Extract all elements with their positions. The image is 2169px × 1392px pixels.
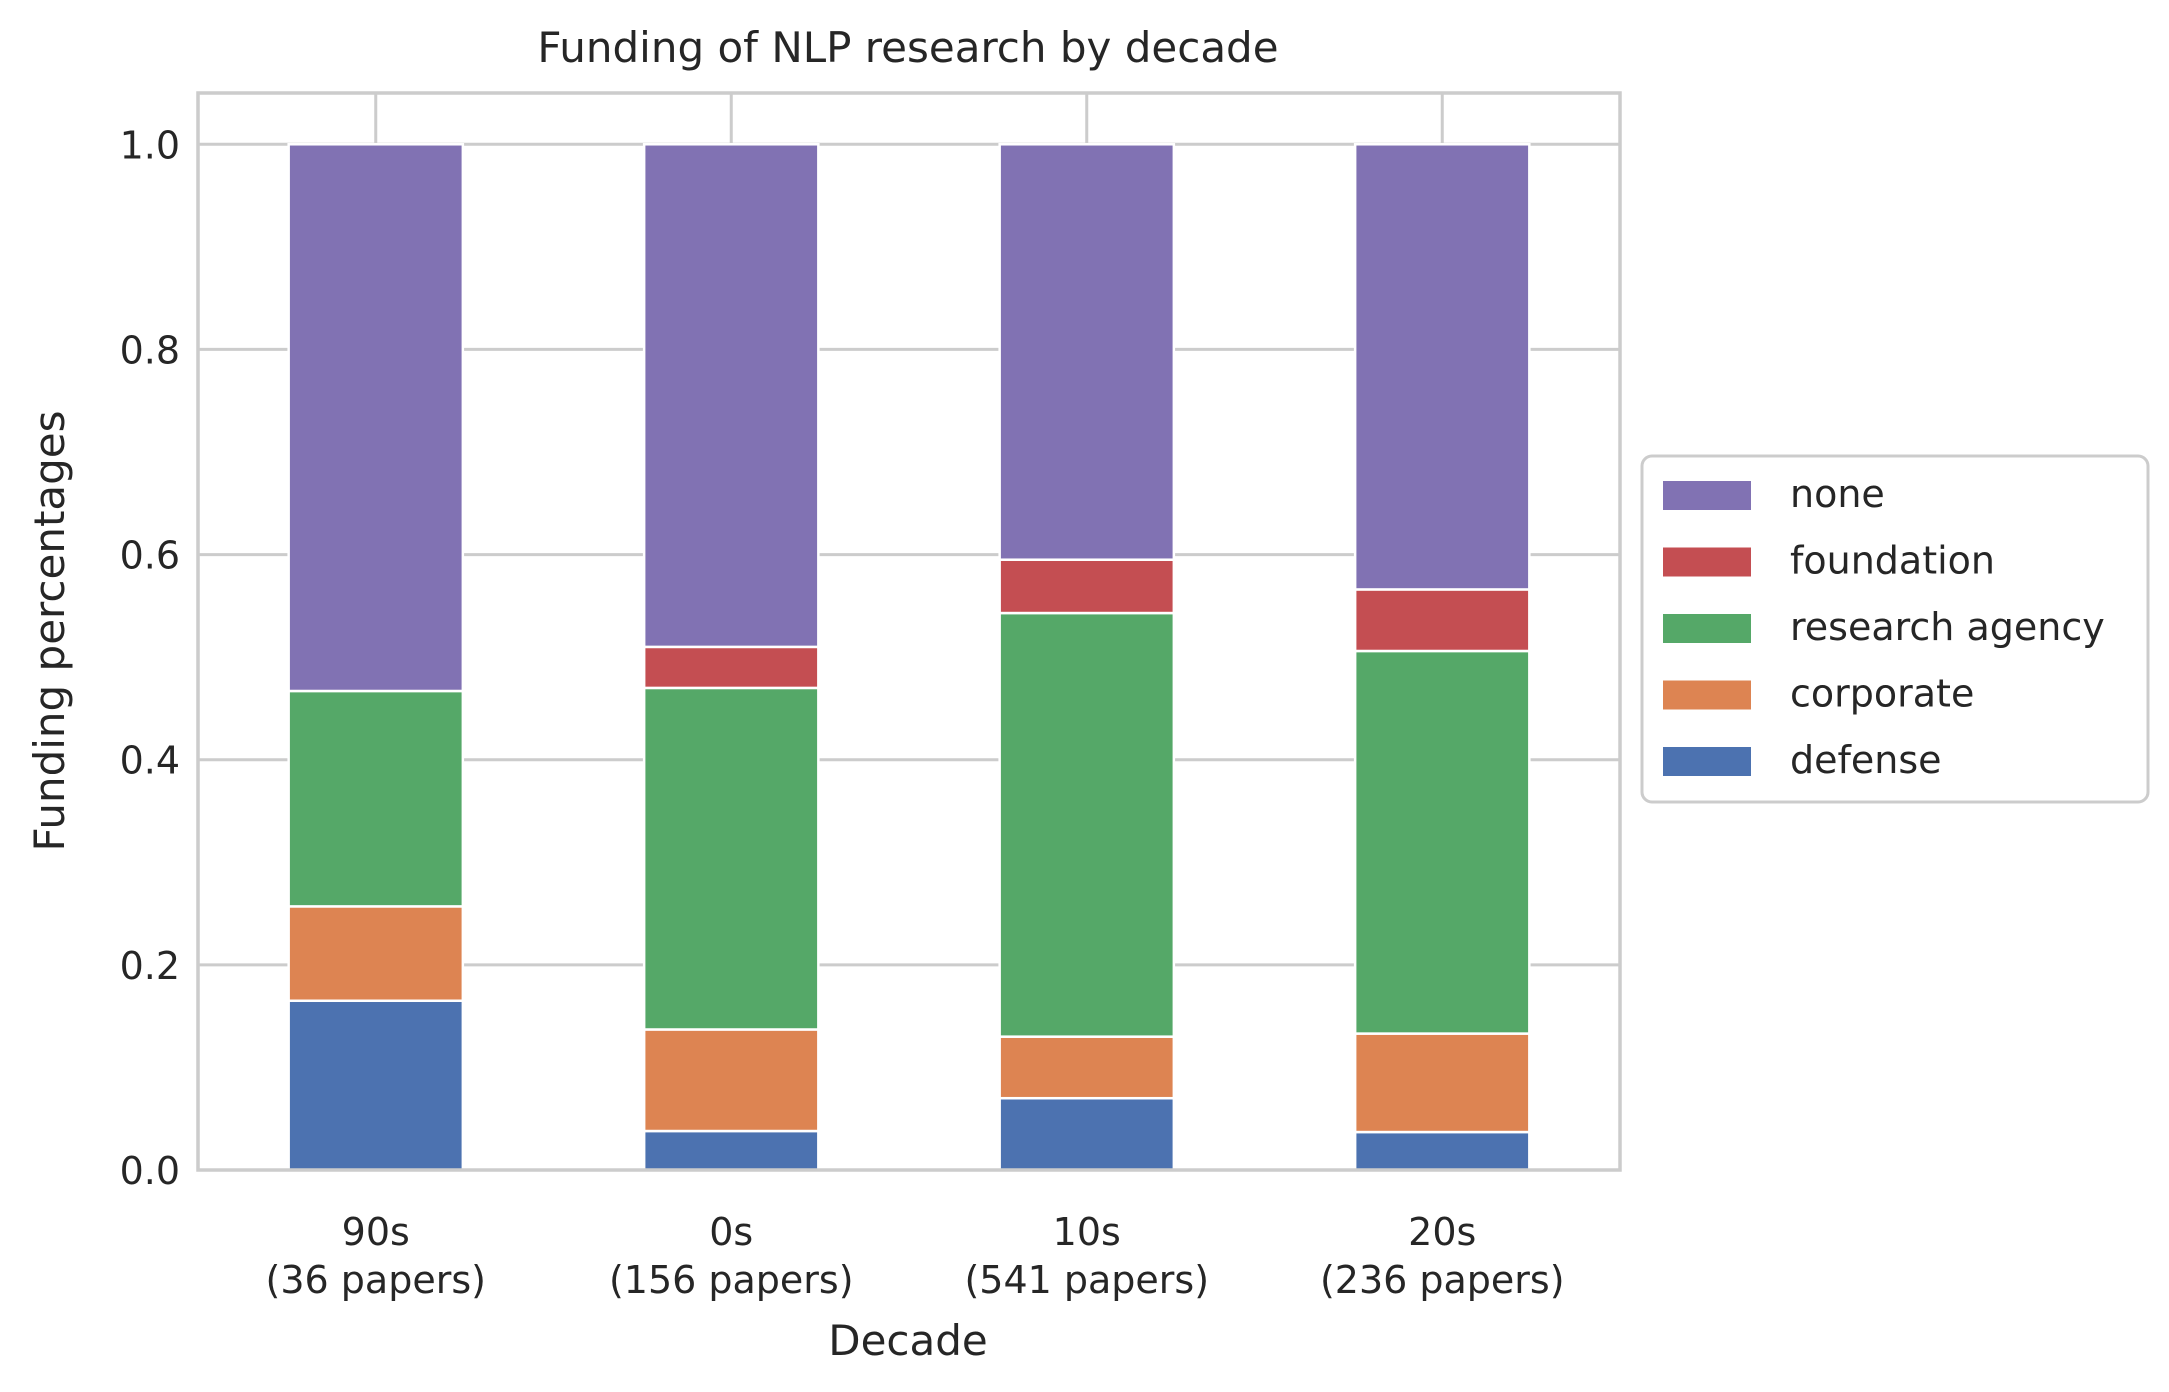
legend-label: research agency bbox=[1790, 605, 2105, 649]
x-tick-label: 0s bbox=[709, 1210, 753, 1254]
bar-segment-research-agency bbox=[1353, 649, 1531, 1035]
bar-segment-corporate bbox=[287, 905, 465, 1003]
legend-label: corporate bbox=[1790, 672, 1974, 716]
plot-border bbox=[196, 91, 1622, 1172]
bar-segment-defense bbox=[998, 1096, 1176, 1172]
bar-segment-research-agency bbox=[287, 689, 465, 908]
y-tick-label: 0.6 bbox=[120, 534, 180, 578]
bar-segment-research-agency bbox=[642, 686, 820, 1031]
y-axis-label: Funding percentages bbox=[25, 410, 74, 851]
y-tick-label: 0.2 bbox=[120, 944, 180, 988]
legend-swatch-foundation bbox=[1663, 547, 1751, 577]
y-tick-label: 0.8 bbox=[120, 328, 180, 372]
bar-segment-corporate bbox=[1353, 1032, 1531, 1134]
bar-segment-foundation bbox=[998, 558, 1176, 615]
legend-box bbox=[1640, 454, 2150, 804]
plot-frame bbox=[196, 91, 1622, 1172]
x-tick-label: 20s bbox=[1408, 1210, 1476, 1254]
bar-segment-defense bbox=[642, 1129, 820, 1172]
bar-segment-corporate bbox=[642, 1028, 820, 1133]
x-tick-label: 90s bbox=[342, 1210, 410, 1254]
bar-segment-none bbox=[1353, 143, 1531, 591]
bar-segment-none bbox=[642, 143, 820, 649]
bar-segment-none bbox=[998, 143, 1176, 561]
bar-segment-foundation bbox=[642, 645, 820, 690]
x-tick-labels: 90s(36 papers) 0s(156 papers) 10s(541 pape… bbox=[266, 1210, 1565, 1302]
legend-label: none bbox=[1790, 472, 1885, 516]
bar-segment-defense bbox=[1353, 1130, 1531, 1172]
bar-segment-none bbox=[287, 143, 465, 693]
chart-title: Funding of NLP research by decade bbox=[537, 23, 1278, 72]
y-tick-label: 1.0 bbox=[120, 123, 180, 167]
legend: none foundation research agency corporate de… bbox=[1640, 454, 2150, 804]
y-tick-labels: 0.0 0.2 0.4 0.6 0.8 1.0 bbox=[120, 123, 180, 1193]
y-tick-label: 0.0 bbox=[120, 1149, 180, 1193]
x-tick-label-count: (156 papers) bbox=[609, 1258, 854, 1302]
bar-segment-defense bbox=[287, 999, 465, 1172]
x-tick-label: 10s bbox=[1053, 1210, 1121, 1254]
legend-swatch-defense bbox=[1663, 747, 1751, 776]
legend-swatch-research-agency bbox=[1663, 614, 1751, 643]
x-axis-label: Decade bbox=[828, 1316, 988, 1365]
y-tick-label: 0.4 bbox=[120, 739, 180, 783]
x-tick-label-count: (541 papers) bbox=[964, 1258, 1209, 1302]
legend-swatch-corporate bbox=[1663, 680, 1751, 710]
x-tick-label-count: (236 papers) bbox=[1320, 1258, 1565, 1302]
legend-swatch-none bbox=[1663, 481, 1751, 510]
bars-layer bbox=[287, 143, 1531, 1172]
bar-segment-corporate bbox=[998, 1035, 1176, 1100]
legend-label: foundation bbox=[1790, 539, 1995, 583]
bar-segment-research-agency bbox=[998, 611, 1176, 1038]
legend-label: defense bbox=[1790, 738, 1942, 782]
bar-segment-foundation bbox=[1353, 588, 1531, 653]
x-tick-label-count: (36 papers) bbox=[266, 1258, 486, 1302]
